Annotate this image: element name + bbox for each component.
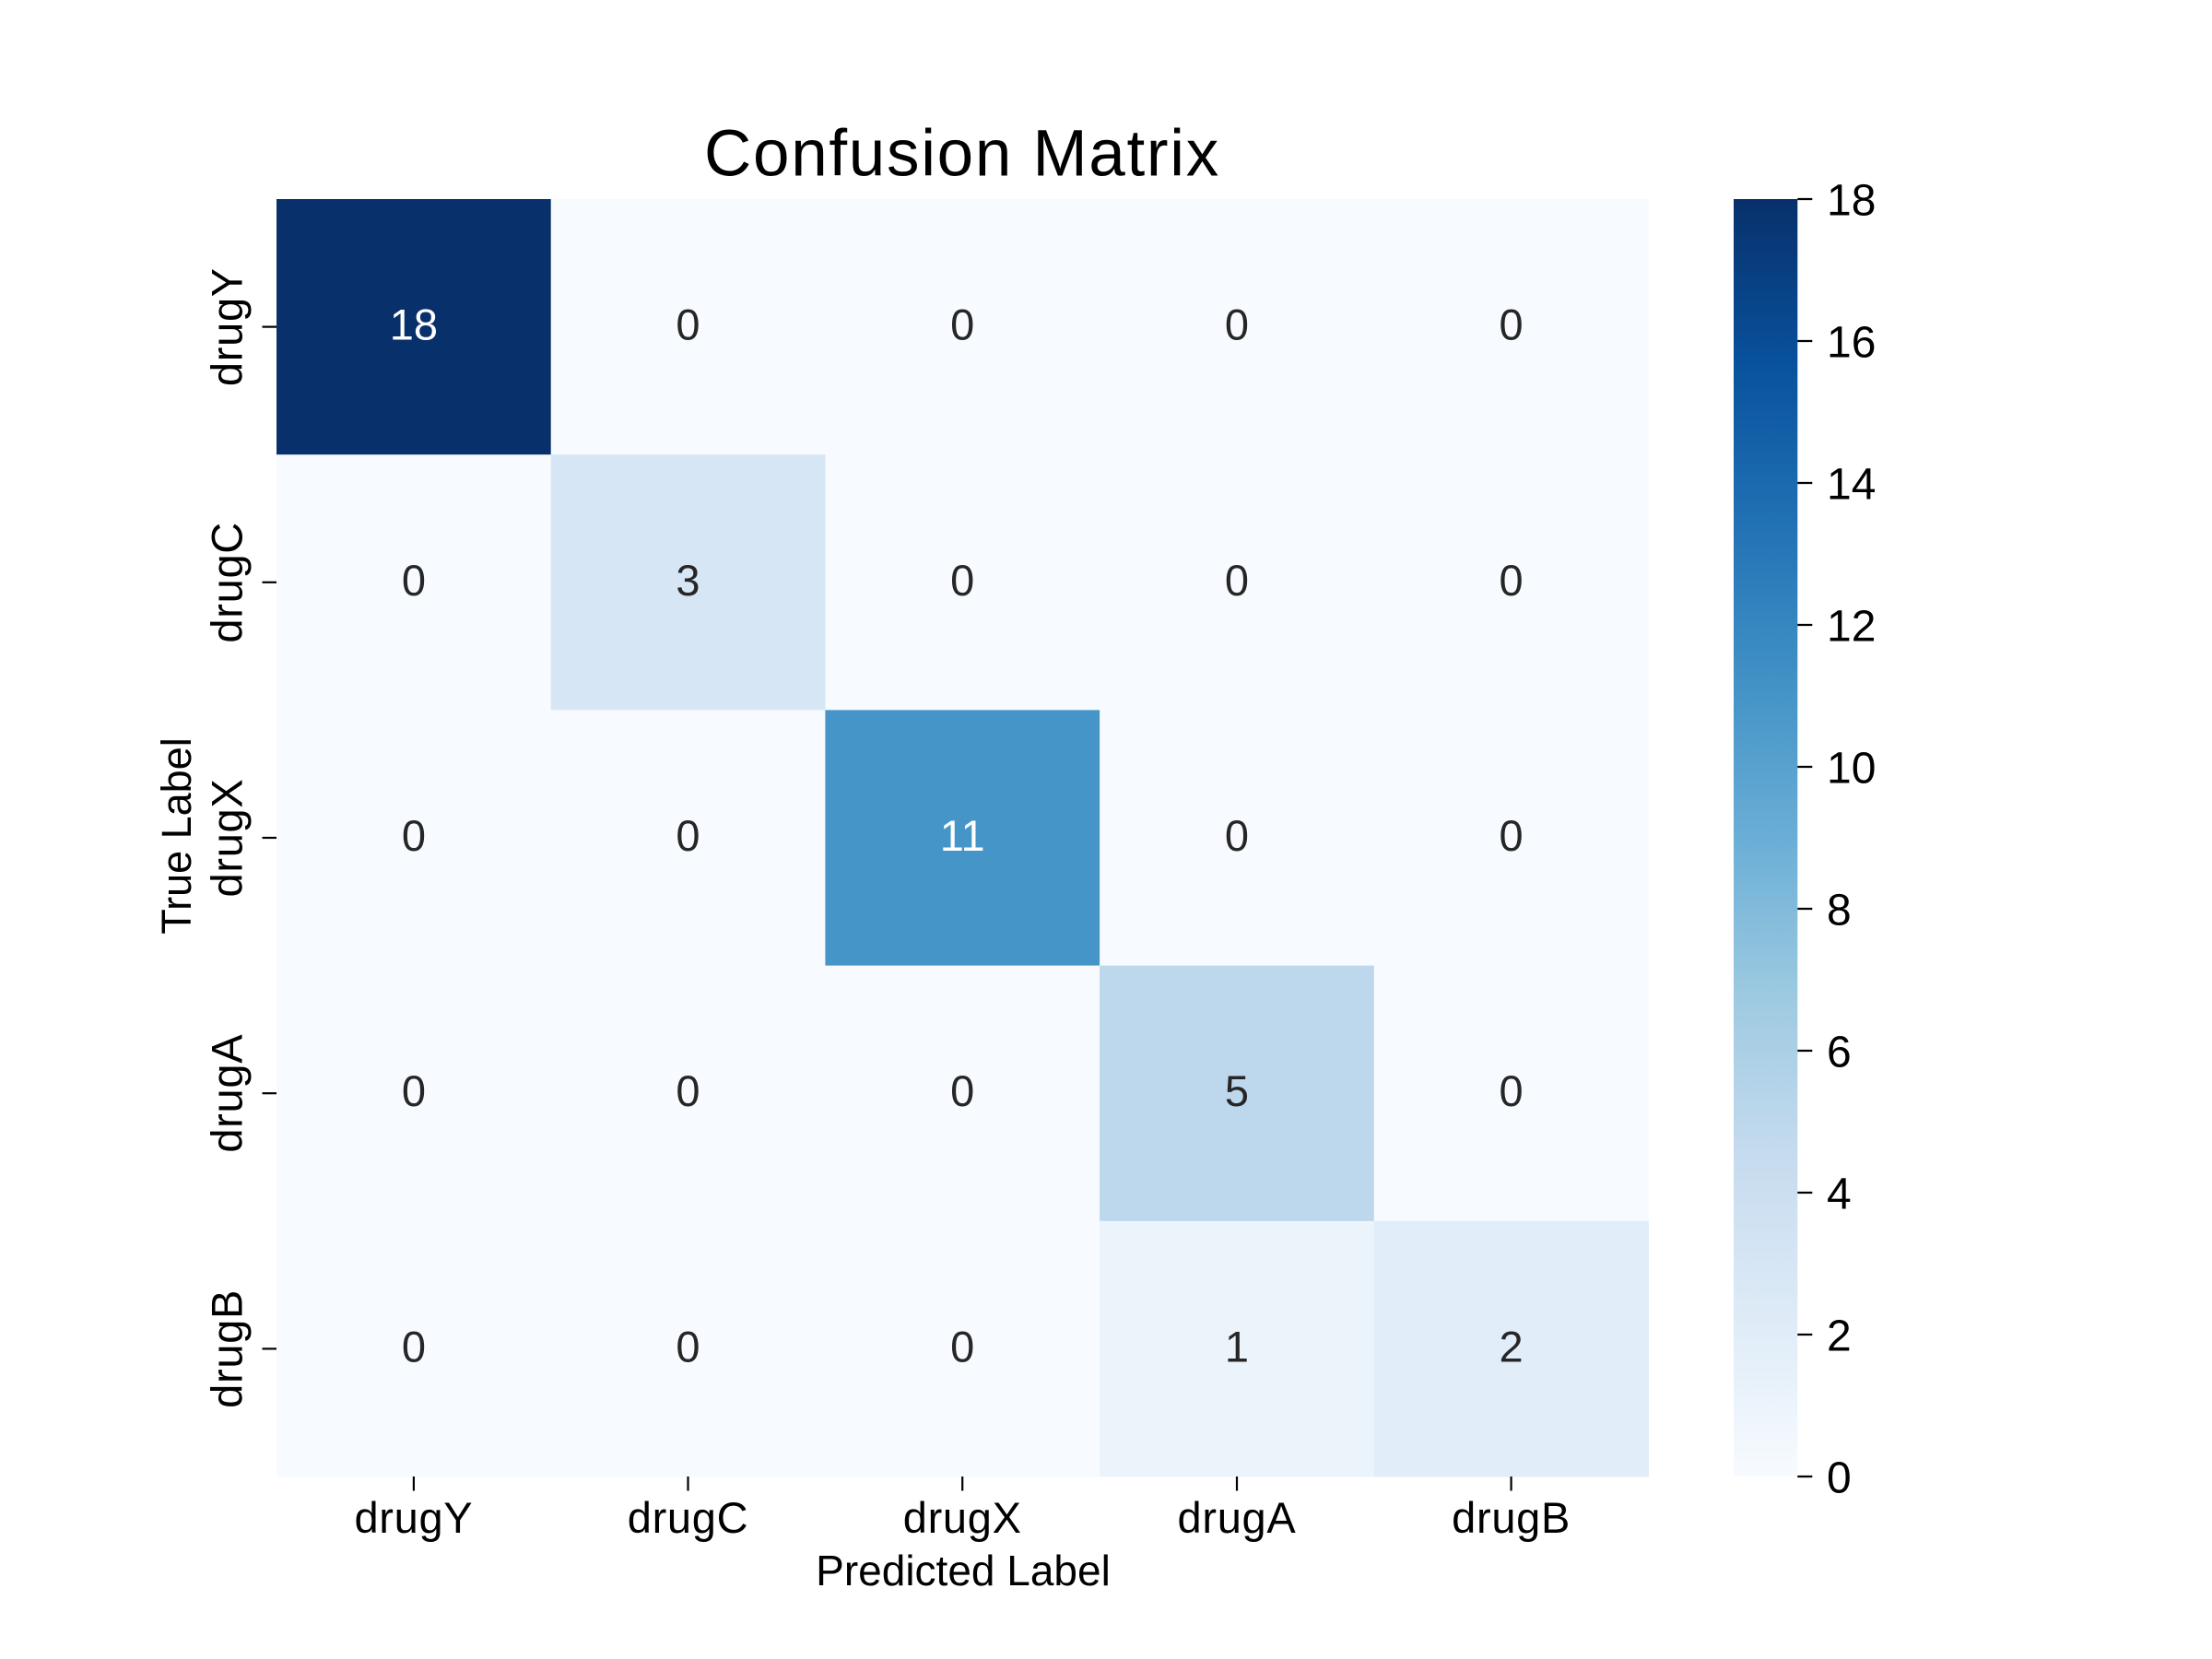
svg-text:0: 0 [950,1066,974,1115]
svg-text:0: 0 [402,1066,426,1115]
svg-text:drugA: drugA [1178,1493,1297,1542]
svg-text:drugA: drugA [203,1034,252,1153]
svg-text:0: 0 [676,1322,700,1371]
svg-text:0: 0 [950,556,974,605]
svg-text:drugX: drugX [203,779,252,898]
svg-text:0: 0 [402,1322,426,1371]
svg-text:0: 0 [1225,556,1249,605]
svg-text:drugB: drugB [1452,1493,1571,1542]
svg-text:18: 18 [390,300,438,349]
svg-text:drugY: drugY [354,1493,473,1542]
svg-text:0: 0 [402,811,426,860]
svg-text:Predicted Label: Predicted Label [816,1547,1111,1594]
svg-text:1: 1 [1225,1322,1249,1371]
svg-text:drugY: drugY [203,267,252,386]
svg-text:4: 4 [1827,1171,1852,1219]
svg-text:0: 0 [950,300,974,349]
svg-text:drugX: drugX [903,1493,1022,1542]
svg-text:18: 18 [1827,177,1876,226]
svg-text:14: 14 [1827,461,1876,510]
svg-text:2: 2 [1827,1312,1852,1361]
svg-text:0: 0 [676,811,700,860]
svg-text:True Label: True Label [153,737,200,934]
svg-text:0: 0 [1225,811,1249,860]
svg-text:drugB: drugB [203,1289,252,1408]
svg-text:8: 8 [1827,887,1852,935]
svg-text:0: 0 [1500,556,1524,605]
svg-text:3: 3 [676,556,700,605]
svg-text:0: 0 [950,1322,974,1371]
svg-text:0: 0 [1827,1454,1852,1503]
svg-text:Confusion Matrix: Confusion Matrix [704,118,1220,191]
svg-text:6: 6 [1827,1029,1852,1077]
svg-text:0: 0 [402,556,426,605]
svg-text:drugC: drugC [628,1493,749,1542]
svg-text:0: 0 [1500,811,1524,860]
svg-text:0: 0 [676,1066,700,1115]
svg-text:0: 0 [676,300,700,349]
svg-text:drugC: drugC [203,522,252,643]
svg-text:5: 5 [1225,1066,1249,1115]
svg-text:0: 0 [1500,1066,1524,1115]
svg-text:12: 12 [1827,603,1876,652]
svg-text:0: 0 [1225,300,1249,349]
svg-text:0: 0 [1500,300,1524,349]
svg-text:11: 11 [940,811,985,860]
svg-text:16: 16 [1827,319,1876,368]
svg-text:2: 2 [1500,1322,1524,1371]
svg-text:10: 10 [1827,745,1876,794]
